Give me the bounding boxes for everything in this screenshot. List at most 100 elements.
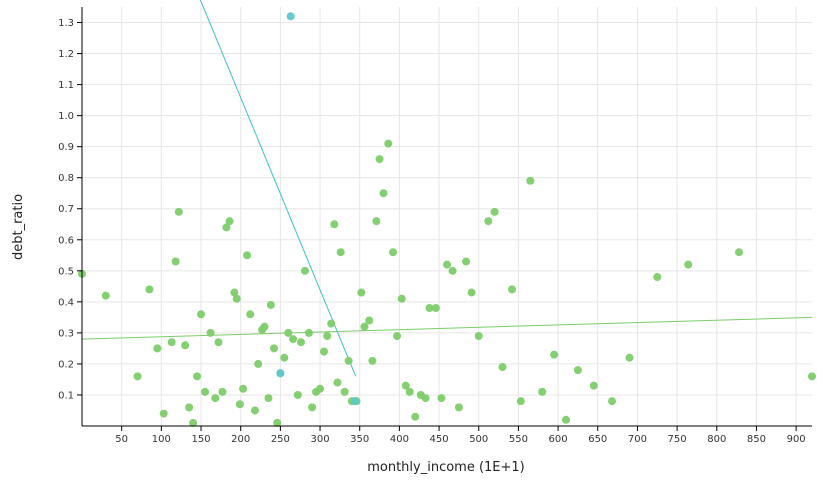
data-point-green	[653, 273, 662, 282]
data-point-green	[625, 353, 634, 362]
data-point-green	[174, 207, 183, 216]
data-point-green	[308, 403, 317, 412]
data-point-green	[193, 372, 202, 381]
data-point-green	[316, 384, 325, 393]
data-point-green	[232, 294, 241, 303]
x-tick-label: 650	[588, 434, 607, 445]
data-point-green	[375, 155, 384, 164]
data-point-green	[389, 248, 398, 257]
x-tick-label: 450	[430, 434, 449, 445]
data-point-green	[250, 406, 259, 415]
data-point-green	[474, 331, 483, 340]
data-point-green	[562, 415, 571, 424]
x-tick-label: 800	[707, 434, 726, 445]
data-point-green	[289, 335, 298, 344]
data-point-green	[589, 381, 598, 390]
data-point-green	[218, 387, 227, 396]
x-axis-title: monthly_income (1E+1)	[367, 460, 525, 475]
data-point-green	[300, 266, 309, 275]
y-tick-label: 0.5	[58, 266, 74, 277]
data-point-green	[401, 381, 410, 390]
x-tick-label: 150	[191, 434, 210, 445]
data-point-green	[270, 344, 279, 353]
data-point-green	[181, 341, 190, 350]
data-point-green	[185, 403, 194, 412]
data-point-green	[684, 260, 693, 269]
data-point-green	[550, 350, 559, 359]
data-point-green	[393, 331, 402, 340]
data-point-green	[214, 338, 223, 347]
data-point-green	[197, 310, 206, 319]
data-point-green	[167, 338, 176, 347]
data-point-green	[323, 331, 332, 340]
x-tick-label: 300	[310, 434, 329, 445]
data-point-green	[372, 217, 381, 226]
x-tick-label: 850	[747, 434, 766, 445]
y-tick-label: 1.2	[58, 49, 74, 60]
data-point-green	[246, 310, 255, 319]
data-point-green	[490, 207, 499, 216]
data-point-green	[330, 220, 339, 229]
data-point-green	[405, 387, 414, 396]
y-tick-label: 0.4	[58, 297, 74, 308]
data-point-green	[171, 257, 180, 266]
data-point-green	[264, 394, 273, 403]
data-point-green	[365, 316, 374, 325]
data-point-green	[538, 387, 547, 396]
x-tick-label: 900	[787, 434, 806, 445]
data-point-green	[448, 266, 457, 275]
data-point-green	[273, 418, 282, 427]
data-point-green	[297, 338, 305, 347]
data-point-green	[243, 251, 252, 260]
data-point-green	[526, 176, 535, 185]
y-tick-label: 0.9	[58, 142, 74, 153]
data-point-green	[397, 294, 406, 303]
data-point-green	[222, 223, 231, 232]
data-point-green	[153, 344, 162, 353]
data-point-teal	[286, 12, 295, 21]
data-point-green	[467, 288, 476, 297]
y-tick-label: 1.0	[58, 111, 74, 122]
data-point-green	[443, 260, 451, 269]
data-point-green	[200, 387, 209, 396]
data-points	[78, 12, 816, 427]
x-tick-label: 100	[152, 434, 171, 445]
data-point-green	[360, 322, 369, 331]
x-tick-label: 550	[509, 434, 528, 445]
data-point-green	[808, 372, 816, 381]
data-point-green	[498, 363, 507, 372]
data-point-green	[266, 300, 275, 309]
y-tick-label: 0.6	[58, 235, 74, 246]
data-point-green	[235, 400, 244, 409]
data-point-green	[508, 285, 517, 294]
data-point-green	[454, 403, 463, 412]
data-point-green	[211, 394, 220, 403]
x-tick-label: 50	[115, 434, 128, 445]
data-point-green	[608, 397, 617, 406]
trendlines	[82, 0, 812, 377]
data-point-teal	[350, 397, 359, 406]
data-point-green	[357, 288, 366, 297]
y-tick-label: 1.1	[58, 80, 74, 91]
data-point-green	[327, 319, 336, 328]
data-point-green	[437, 394, 446, 403]
x-tick-label: 250	[271, 434, 290, 445]
data-point-green	[101, 291, 110, 300]
data-point-green	[260, 322, 269, 331]
data-point-green	[293, 390, 302, 399]
data-point-green	[516, 397, 525, 406]
trendline-teal_line	[199, 0, 357, 377]
data-point-green	[573, 366, 582, 375]
data-point-green	[379, 189, 388, 198]
data-point-green	[145, 285, 154, 294]
x-tick-label: 700	[628, 434, 647, 445]
data-point-green	[284, 328, 293, 337]
data-point-green	[421, 394, 430, 403]
x-tick-label: 600	[549, 434, 568, 445]
data-point-green	[340, 387, 349, 396]
x-tick-label: 200	[231, 434, 250, 445]
data-point-green	[425, 304, 434, 313]
y-axis-title: debt_ratio	[11, 194, 26, 260]
data-point-green	[254, 359, 263, 368]
